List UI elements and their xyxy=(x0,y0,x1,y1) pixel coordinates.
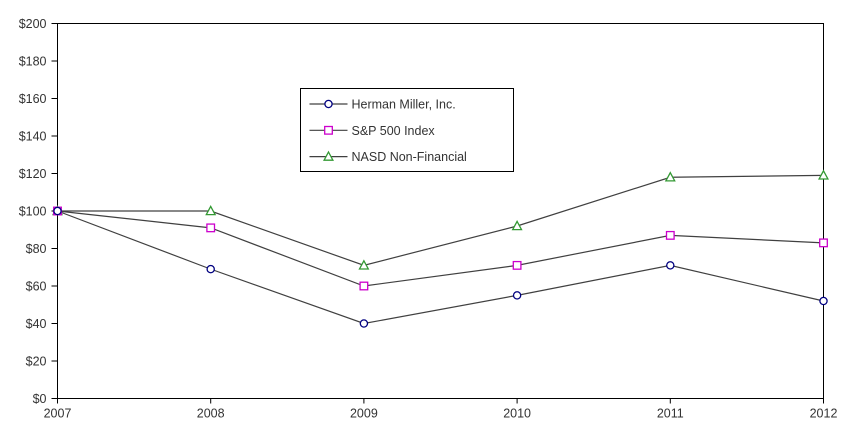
legend-label: Herman Miller, Inc. xyxy=(352,98,456,112)
legend-marker xyxy=(324,99,333,109)
y-axis-label: $200 xyxy=(19,17,47,31)
x-axis-label: 2009 xyxy=(350,407,378,421)
data-point-marker xyxy=(358,259,370,270)
legend-marker xyxy=(324,125,333,135)
data-point-marker xyxy=(664,171,676,182)
x-axis-label: 2008 xyxy=(197,407,225,421)
y-axis-label: $180 xyxy=(19,55,47,69)
data-point-marker xyxy=(53,206,62,216)
data-point-marker xyxy=(666,261,675,270)
y-axis-label: $80 xyxy=(26,242,47,256)
data-point-marker xyxy=(359,281,369,291)
data-point-marker xyxy=(206,264,215,274)
legend-marker xyxy=(323,150,334,161)
y-axis-label: $20 xyxy=(26,355,47,369)
series-line xyxy=(57,210,824,287)
data-point-marker xyxy=(818,169,829,180)
x-axis-label: 2007 xyxy=(44,407,72,421)
series-line xyxy=(57,210,824,325)
y-axis-label: $60 xyxy=(26,280,47,294)
data-point-marker xyxy=(512,291,522,300)
data-point-marker xyxy=(819,238,828,248)
y-axis-label: $160 xyxy=(19,92,47,106)
y-axis-label: $0 xyxy=(33,392,47,406)
y-axis-label: $140 xyxy=(19,130,47,144)
data-point-marker xyxy=(665,230,675,240)
data-point-marker xyxy=(511,220,523,231)
data-point-marker xyxy=(205,205,217,216)
y-axis-label: $100 xyxy=(19,205,47,219)
x-axis-label: 2010 xyxy=(503,407,531,421)
y-axis-label: $40 xyxy=(26,317,47,331)
legend-label: NASD Non-Financial xyxy=(352,150,467,164)
data-point-marker xyxy=(819,296,828,306)
y-axis-label: $120 xyxy=(19,167,47,181)
data-point-marker xyxy=(512,260,522,270)
data-point-marker xyxy=(359,319,369,328)
legend-label: S&P 500 Index xyxy=(352,124,436,138)
x-axis-label: 2012 xyxy=(810,407,838,421)
x-axis-label: 2011 xyxy=(657,407,684,421)
data-point-marker xyxy=(206,223,216,233)
series-line xyxy=(57,174,824,267)
